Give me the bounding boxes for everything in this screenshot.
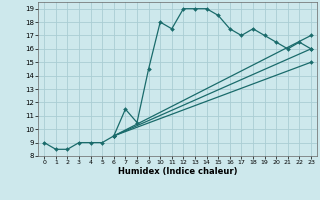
X-axis label: Humidex (Indice chaleur): Humidex (Indice chaleur) [118,167,237,176]
